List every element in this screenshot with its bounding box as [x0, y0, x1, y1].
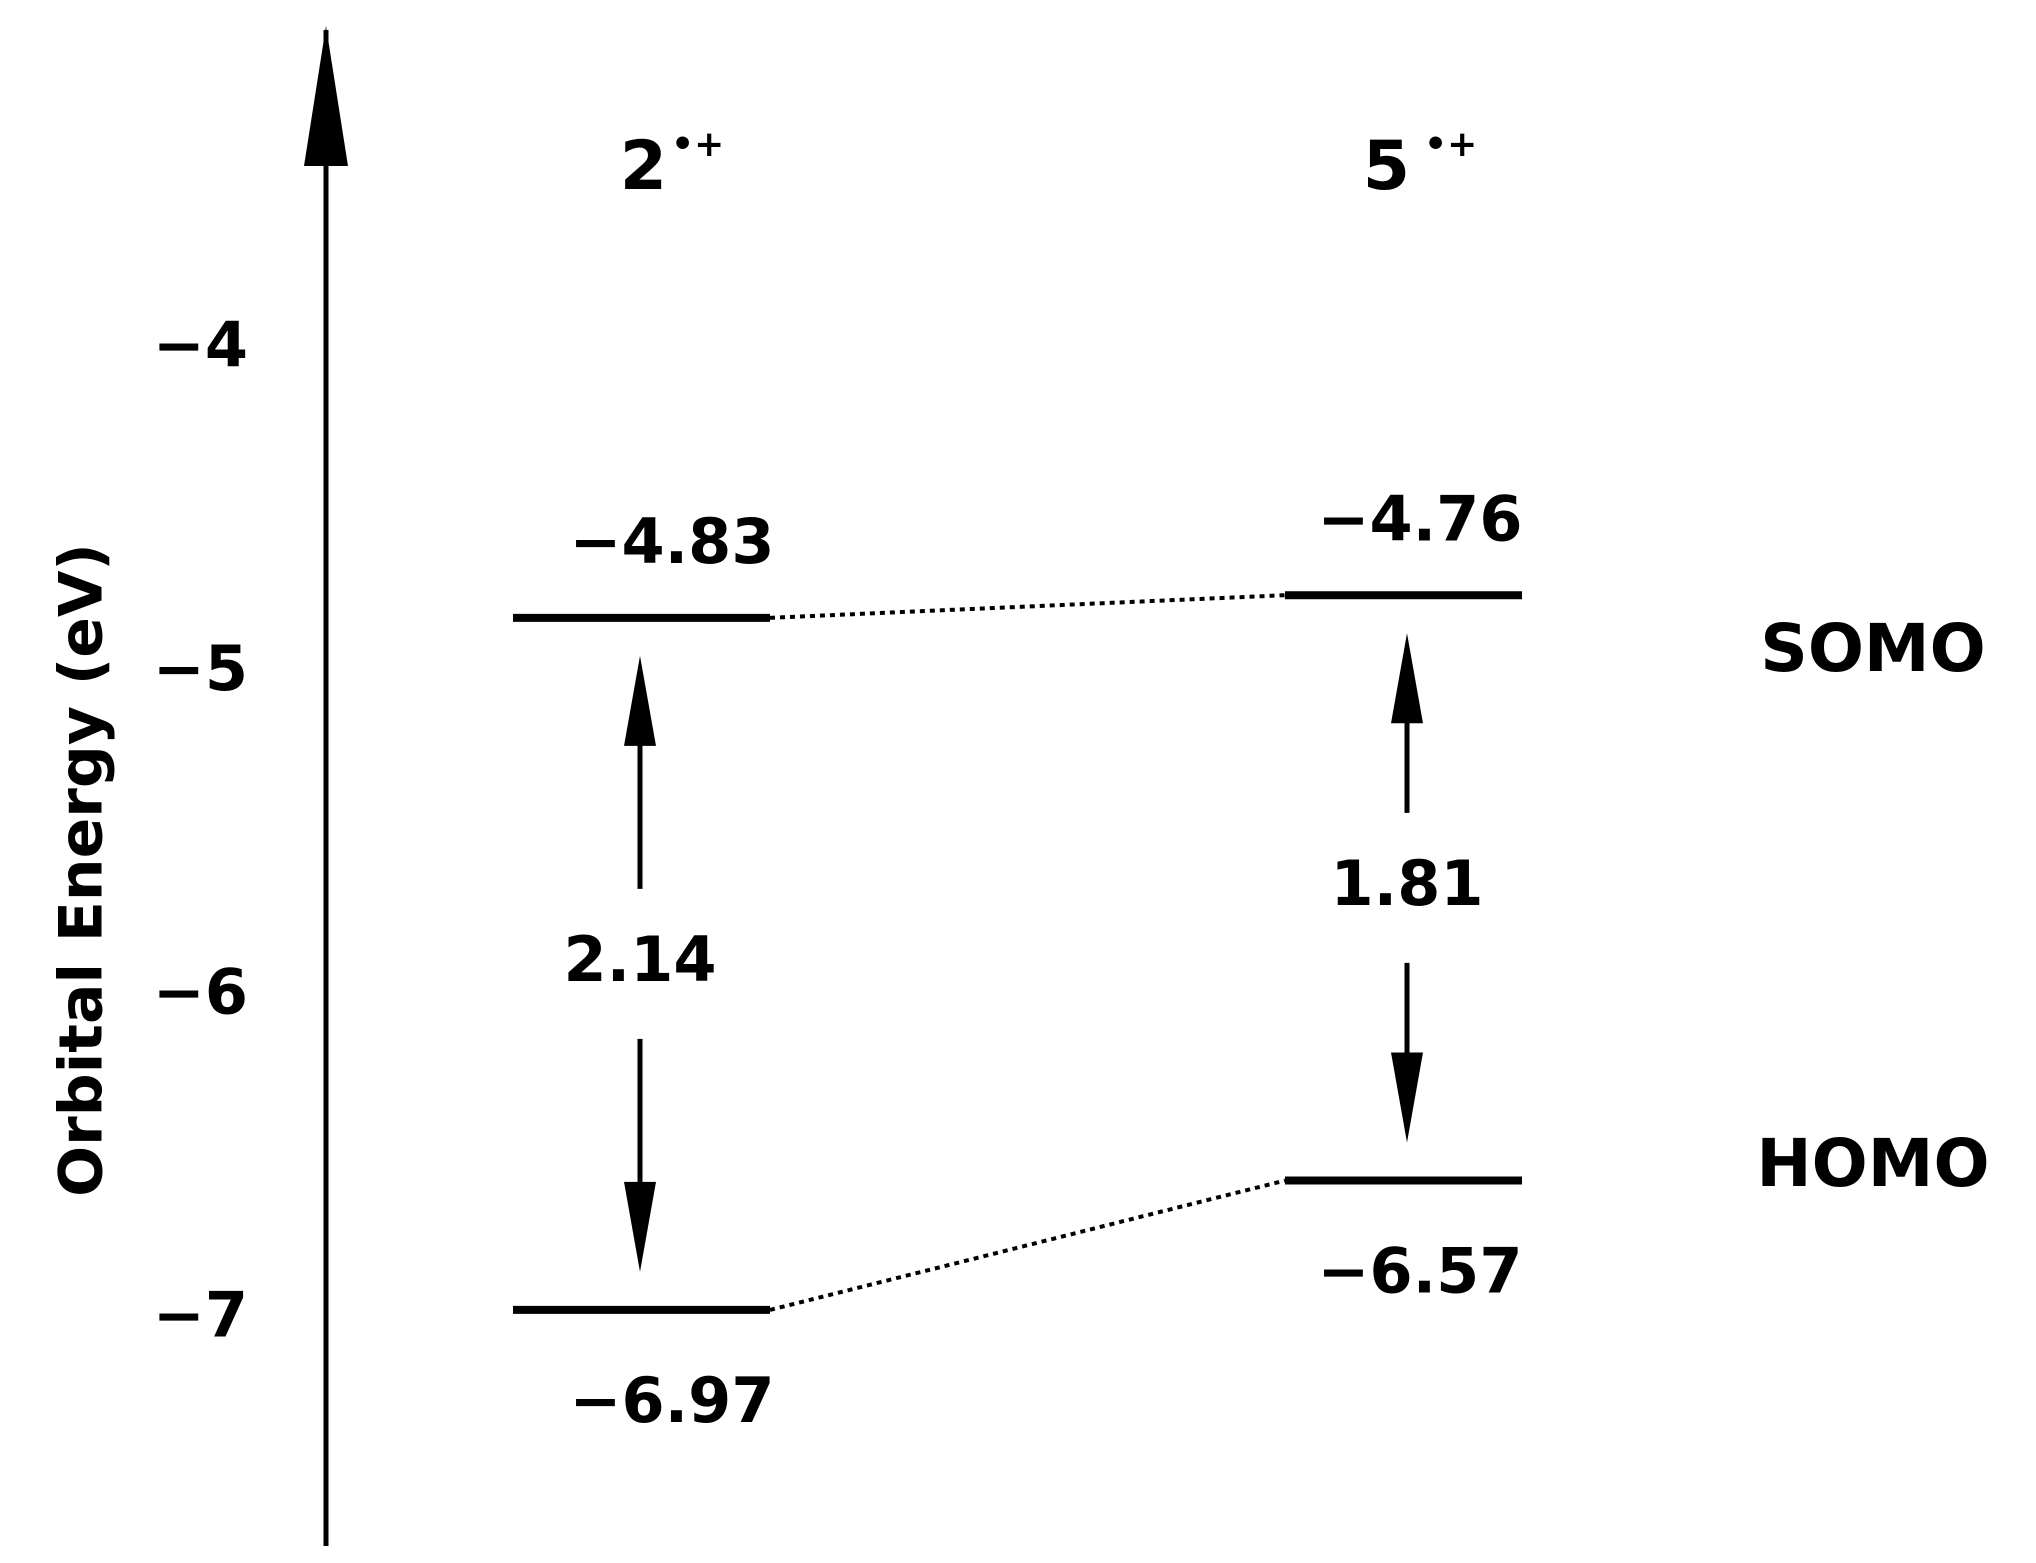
- y-axis-arrow: [304, 26, 348, 166]
- category-name: 2: [620, 127, 667, 206]
- series-label: SOMO: [1760, 610, 1985, 687]
- level-value-label: −4.76: [1318, 482, 1523, 555]
- y-tick-label: −6: [153, 955, 248, 1028]
- category-charge: •+: [1424, 124, 1477, 165]
- gap-label: 2.14: [564, 923, 717, 996]
- gap-arrow-head: [1391, 1052, 1423, 1143]
- y-tick-label: −5: [153, 632, 248, 705]
- level-value-label: −6.97: [570, 1364, 775, 1437]
- category-charge: •+: [671, 124, 724, 165]
- y-tick-label: −7: [153, 1279, 248, 1352]
- category-label: 5 •+: [1363, 124, 1478, 206]
- category-name: 5: [1363, 127, 1410, 206]
- level-value-label: −6.57: [1318, 1235, 1523, 1308]
- y-axis-label: Orbital Energy (eV): [47, 543, 117, 1197]
- gap-arrow-head: [624, 1181, 656, 1272]
- level-value-label: −4.83: [570, 505, 775, 578]
- gap-label: 1.81: [1331, 847, 1484, 920]
- level-connector: [769, 593, 1286, 620]
- level-connector: [769, 1178, 1286, 1312]
- category-label: 2 •+: [620, 124, 725, 206]
- gap-arrow-head: [624, 655, 656, 746]
- gap-arrow-head: [1391, 633, 1423, 724]
- y-tick-label: −4: [153, 308, 248, 381]
- series-label: HOMO: [1756, 1125, 1989, 1202]
